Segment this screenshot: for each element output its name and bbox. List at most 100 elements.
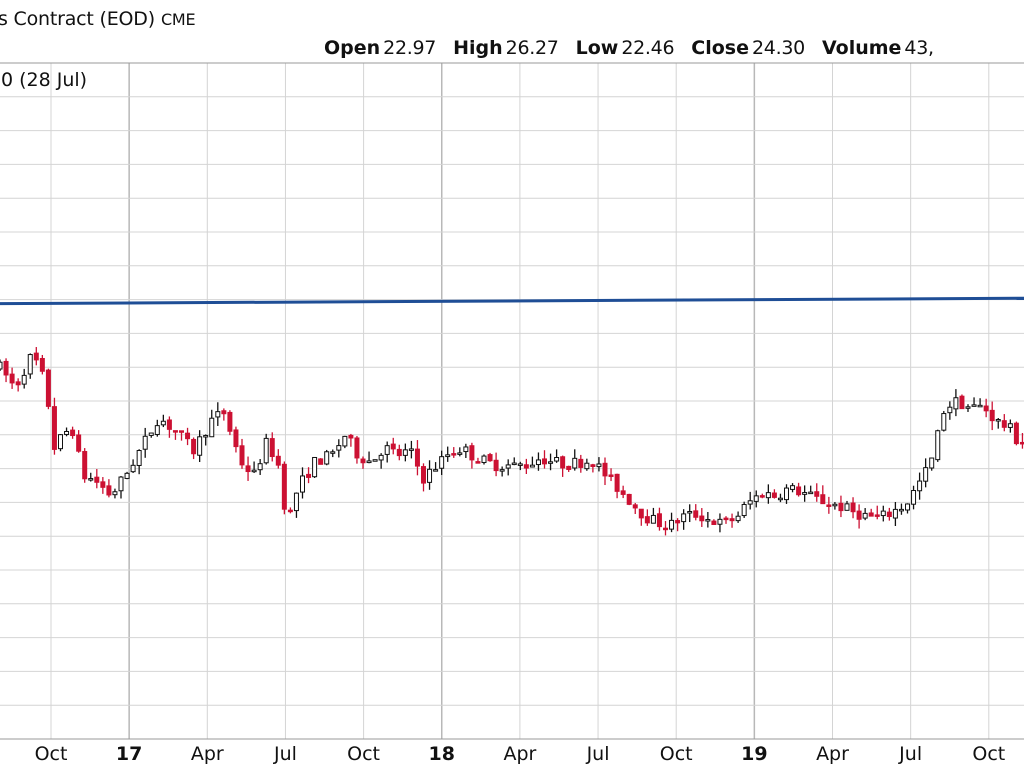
candlestick — [378, 453, 384, 469]
candlestick — [898, 503, 904, 515]
candlestick — [257, 458, 263, 475]
grid — [0, 63, 1024, 739]
candlestick — [185, 427, 191, 446]
close-label: Close — [691, 37, 750, 59]
chart-annotation: 0 (28 Jul) — [1, 69, 87, 91]
candlestick — [590, 463, 596, 473]
candlestick — [905, 503, 910, 514]
candlestick — [408, 440, 414, 459]
candlestick — [300, 467, 305, 499]
candlestick — [850, 497, 856, 519]
volume-label: Volume — [821, 37, 902, 59]
candlestick — [469, 442, 475, 469]
candlestick — [227, 410, 233, 436]
volume-value: 43, — [904, 37, 934, 59]
candlestick — [475, 457, 481, 464]
candlestick — [989, 401, 995, 431]
candlestick — [747, 491, 753, 510]
close-value: 24.30 — [752, 37, 805, 59]
candlestick — [1001, 414, 1007, 432]
open-value: 22.97 — [383, 37, 437, 59]
candlestick — [342, 435, 348, 449]
candlestick — [118, 475, 124, 499]
candlestick — [15, 378, 21, 392]
contract-name: s Contract (EOD) — [0, 8, 155, 30]
candlestick — [33, 347, 39, 366]
candlestick — [868, 508, 874, 517]
candlestick — [971, 397, 977, 407]
exchange-label: CME — [160, 10, 196, 29]
x-tick-label: Jul — [586, 743, 610, 765]
x-tick-label: Jul — [273, 743, 297, 765]
candlestick — [263, 433, 269, 465]
candlestick — [287, 507, 293, 514]
open-label: Open — [324, 37, 381, 59]
candlestick — [281, 461, 287, 515]
candlestick — [632, 502, 638, 515]
candlestick — [451, 447, 457, 458]
candlestick — [179, 430, 184, 441]
ohlc-summary: Open 22.97 High 26.27 Low 22.46 Close 24.30 … — [324, 37, 945, 59]
candlestick — [771, 489, 777, 499]
candlestick — [765, 484, 771, 504]
candlestick — [554, 449, 560, 463]
candlestick — [790, 483, 796, 493]
candlestick — [505, 459, 511, 476]
candlestick — [838, 495, 844, 518]
candlestick — [602, 457, 608, 486]
candlestick — [735, 511, 741, 523]
candlestick — [578, 454, 584, 473]
candlestick — [384, 441, 390, 463]
candlestick — [275, 449, 281, 469]
candlestick — [70, 426, 76, 439]
candlestick — [27, 353, 33, 379]
candlestick — [39, 354, 45, 375]
candlestick — [191, 437, 197, 460]
x-tick-label: Apr — [191, 743, 224, 765]
candlestick — [820, 485, 826, 505]
candlestick — [814, 483, 820, 502]
candlestick — [318, 458, 324, 465]
candlestick — [124, 471, 130, 480]
candlestick — [826, 496, 832, 514]
low-label: Low — [575, 37, 619, 59]
candlestick — [729, 513, 735, 528]
contract-title: s Contract (EOD) CME — [0, 8, 196, 30]
candlestick — [9, 367, 15, 389]
candlestick — [414, 440, 420, 476]
candlestick — [687, 504, 693, 523]
candlestick — [3, 358, 9, 383]
candlestick — [154, 419, 160, 437]
candlestick — [336, 439, 342, 458]
candlestick — [705, 511, 711, 528]
candlestick — [620, 485, 626, 499]
candlestick — [711, 519, 717, 525]
candlestick — [935, 429, 941, 462]
candlestick — [995, 417, 1001, 429]
x-tick-label: Oct — [347, 743, 380, 765]
candlestick — [402, 443, 408, 462]
x-tick-label: Oct — [660, 743, 693, 765]
candlestick — [366, 451, 372, 464]
moving-average-line — [0, 296, 1024, 306]
candlestick — [88, 472, 94, 482]
candlestick — [584, 458, 590, 471]
candlestick — [239, 438, 245, 469]
candlestick — [64, 427, 70, 437]
candlestick — [717, 513, 723, 533]
candlestick — [112, 488, 118, 499]
candlestick — [669, 512, 675, 533]
candlestick — [917, 472, 923, 500]
candlestick — [1013, 421, 1019, 446]
candlestick — [947, 401, 953, 420]
candlestick — [941, 410, 947, 432]
high-value: 26.27 — [505, 37, 559, 59]
candlestick — [542, 450, 547, 469]
candlestick — [215, 402, 221, 426]
candlestick — [626, 493, 632, 506]
candlestick — [293, 492, 299, 518]
low-value: 22.46 — [621, 37, 675, 59]
candlestick — [566, 465, 572, 472]
candlestick — [832, 502, 838, 510]
candlestick — [58, 434, 63, 452]
